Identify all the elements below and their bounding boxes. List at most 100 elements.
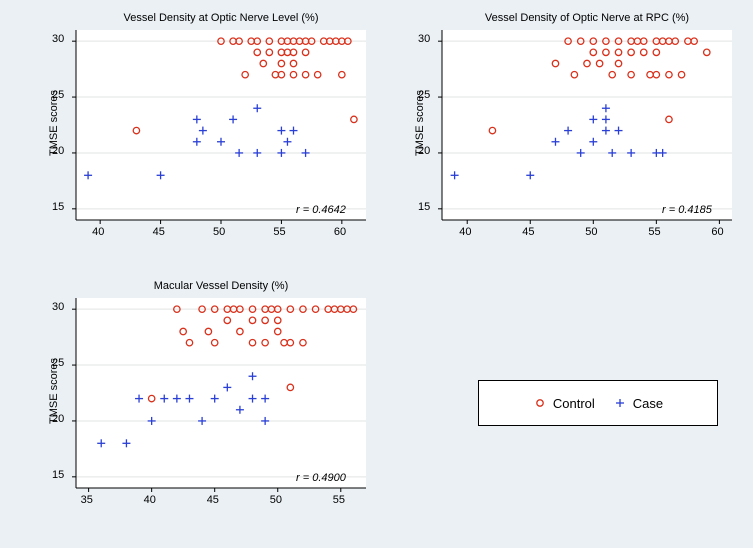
x-tick-label: 40 xyxy=(459,226,471,238)
case-point xyxy=(627,149,635,157)
x-tick-label: 45 xyxy=(207,494,219,506)
control-point xyxy=(571,72,577,78)
control-point xyxy=(552,60,558,66)
control-point xyxy=(186,340,192,346)
case-point xyxy=(290,127,298,135)
case-point xyxy=(84,171,92,179)
y-tick-label: 25 xyxy=(52,89,64,101)
case-point xyxy=(157,171,165,179)
case-point xyxy=(249,395,257,403)
case-point xyxy=(589,115,597,123)
x-tick-label: 35 xyxy=(81,494,93,506)
control-marker-icon xyxy=(533,396,547,410)
x-tick-label: 55 xyxy=(648,226,660,238)
x-tick-label: 55 xyxy=(333,494,345,506)
case-point xyxy=(261,395,269,403)
y-tick-label: 20 xyxy=(418,145,430,157)
case-point xyxy=(135,395,143,403)
x-tick-label: 45 xyxy=(153,226,165,238)
x-tick-label: 60 xyxy=(711,226,723,238)
case-point xyxy=(193,115,201,123)
legend-label-case: Case xyxy=(633,396,663,411)
x-tick-label: 50 xyxy=(213,226,225,238)
y-tick-label: 20 xyxy=(52,413,64,425)
control-point xyxy=(351,116,357,122)
scatter-plot-1 xyxy=(76,30,366,220)
control-point xyxy=(180,328,186,334)
case-point xyxy=(526,171,534,179)
control-point xyxy=(339,72,345,78)
control-point xyxy=(260,60,266,66)
x-tick-label: 50 xyxy=(270,494,282,506)
correlation-annotation-1: r = 0.4642 xyxy=(296,204,346,216)
case-point xyxy=(198,417,206,425)
case-point xyxy=(602,115,610,123)
case-point xyxy=(551,138,559,146)
case-point xyxy=(223,383,231,391)
control-point xyxy=(609,72,615,78)
control-point xyxy=(615,60,621,66)
control-point xyxy=(266,49,272,55)
y-tick-label: 15 xyxy=(418,201,430,213)
control-point xyxy=(653,72,659,78)
case-point xyxy=(235,149,243,157)
legend-item-case: Case xyxy=(613,396,663,411)
y-tick-label: 20 xyxy=(52,145,64,157)
panel-title-3: Macular Vessel Density (%) xyxy=(76,280,366,292)
control-point xyxy=(275,328,281,334)
case-point xyxy=(659,149,667,157)
legend-item-control: Control xyxy=(533,396,595,411)
case-point xyxy=(261,417,269,425)
control-point xyxy=(275,317,281,323)
y-tick-label: 15 xyxy=(52,201,64,213)
y-tick-label: 30 xyxy=(418,33,430,45)
control-point xyxy=(290,60,296,66)
case-point xyxy=(185,395,193,403)
control-point xyxy=(314,72,320,78)
case-point xyxy=(577,149,585,157)
x-tick-label: 45 xyxy=(522,226,534,238)
case-point xyxy=(253,104,261,112)
case-point xyxy=(173,395,181,403)
correlation-annotation-3: r = 0.4900 xyxy=(296,472,346,484)
control-point xyxy=(205,328,211,334)
control-point xyxy=(278,60,284,66)
control-point xyxy=(666,72,672,78)
y-tick-label: 30 xyxy=(52,33,64,45)
control-point xyxy=(242,72,248,78)
panel-optic-nerve-rpc xyxy=(442,30,732,220)
panel-macular xyxy=(76,298,366,488)
case-point xyxy=(122,439,130,447)
x-tick-label: 60 xyxy=(334,226,346,238)
case-point xyxy=(615,127,623,135)
case-point xyxy=(160,395,168,403)
legend-label-control: Control xyxy=(553,396,595,411)
case-point xyxy=(97,439,105,447)
control-point xyxy=(596,60,602,66)
control-point xyxy=(615,49,621,55)
control-point xyxy=(302,49,308,55)
x-tick-label: 40 xyxy=(92,226,104,238)
control-point xyxy=(704,49,710,55)
x-tick-label: 50 xyxy=(585,226,597,238)
case-point xyxy=(564,127,572,135)
control-point xyxy=(148,395,154,401)
case-point xyxy=(211,395,219,403)
control-point xyxy=(249,317,255,323)
control-point xyxy=(290,72,296,78)
control-point xyxy=(641,49,647,55)
control-point xyxy=(287,384,293,390)
control-point xyxy=(237,328,243,334)
case-point xyxy=(302,149,310,157)
case-point xyxy=(236,406,244,414)
scatter-plot-3 xyxy=(76,298,366,488)
control-point xyxy=(287,340,293,346)
control-point xyxy=(489,127,495,133)
control-point xyxy=(281,340,287,346)
case-point xyxy=(602,127,610,135)
control-point xyxy=(647,72,653,78)
control-point xyxy=(262,340,268,346)
case-point xyxy=(217,138,225,146)
case-point xyxy=(451,171,459,179)
case-point xyxy=(608,149,616,157)
